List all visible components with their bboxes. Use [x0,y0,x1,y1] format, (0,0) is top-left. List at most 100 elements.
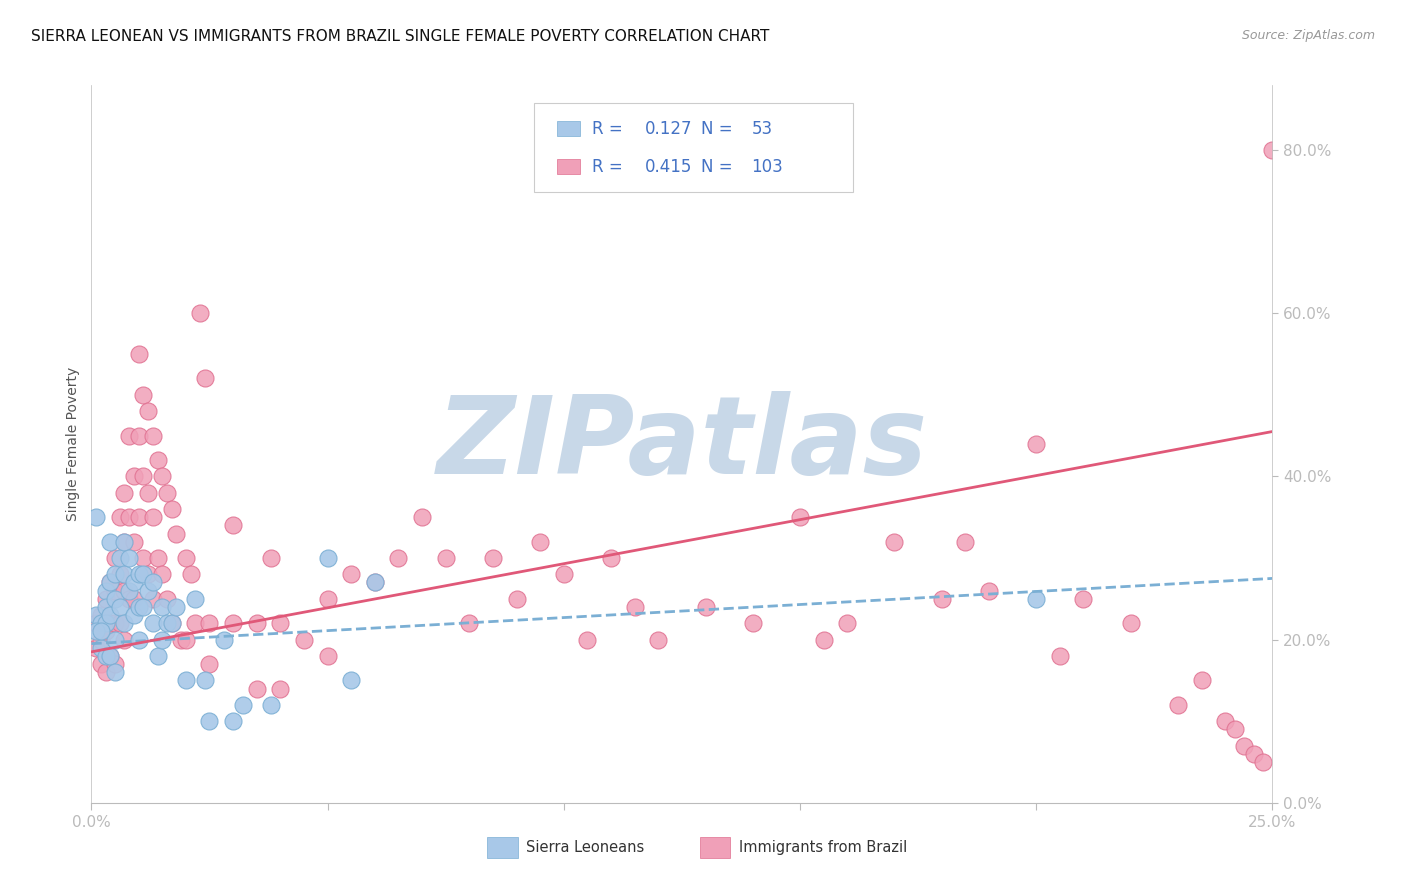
Point [142,510,165,524]
Text: 53: 53 [752,120,773,137]
Point [118,551,141,566]
Point [90,608,112,623]
Point [222,518,245,533]
Point [1025,436,1047,450]
Point [789,510,811,524]
Point [132,388,155,402]
Point [931,591,953,606]
Point [104,551,127,566]
Point [118,583,141,598]
Point [136,485,159,500]
Point [1223,723,1246,737]
Point [232,698,254,712]
Point [108,599,131,614]
Text: N =: N = [700,120,738,137]
Point [114,534,136,549]
Text: 0.127: 0.127 [645,120,693,137]
Point [1243,747,1265,761]
Point [813,632,835,647]
Point [695,599,717,614]
Point [136,404,159,418]
Point [104,583,127,598]
Point [128,567,150,582]
Point [98,648,121,663]
Point [122,591,145,606]
Point [246,681,269,696]
Point [160,502,183,516]
Point [837,616,859,631]
Point [246,616,269,631]
Point [98,575,121,590]
Point [94,665,117,680]
Text: N =: N = [700,158,738,176]
FancyBboxPatch shape [486,837,517,858]
Text: Immigrants from Brazil: Immigrants from Brazil [738,840,907,855]
Point [142,575,165,590]
Point [90,632,112,647]
Point [122,608,145,623]
Point [98,608,121,623]
Point [90,616,112,631]
Point [98,648,121,663]
FancyBboxPatch shape [557,121,581,136]
Point [269,681,291,696]
Point [1213,714,1236,729]
Text: SIERRA LEONEAN VS IMMIGRANTS FROM BRAZIL SINGLE FEMALE POVERTY CORRELATION CHART: SIERRA LEONEAN VS IMMIGRANTS FROM BRAZIL… [31,29,769,44]
Point [212,632,235,647]
Point [198,714,221,729]
Point [1261,143,1284,157]
Point [146,648,169,663]
Point [108,551,131,566]
Point [136,583,159,598]
Point [94,591,117,606]
Point [1167,698,1189,712]
Point [411,510,433,524]
Point [1025,591,1047,606]
Point [1191,673,1213,688]
Point [1073,591,1095,606]
Point [94,599,117,614]
Point [647,632,669,647]
Point [122,575,145,590]
Point [94,648,117,663]
Point [165,526,187,541]
Point [142,428,165,442]
Point [84,624,107,639]
Point [184,591,207,606]
Point [132,599,155,614]
Point [150,469,173,483]
Point [600,551,623,566]
Text: ZIPatlas: ZIPatlas [436,391,928,497]
Point [98,575,121,590]
Text: Sierra Leoneans: Sierra Leoneans [526,840,644,855]
Point [955,534,977,549]
Point [434,551,457,566]
Point [94,616,117,631]
Point [222,714,245,729]
Point [156,616,179,631]
Point [160,616,183,631]
Point [128,632,150,647]
FancyBboxPatch shape [534,103,853,193]
Point [90,657,112,671]
Point [114,616,136,631]
Point [387,551,409,566]
Point [94,624,117,639]
Point [114,485,136,500]
Text: 0.415: 0.415 [645,158,693,176]
Point [132,567,155,582]
Point [623,599,645,614]
Point [98,616,121,631]
Point [114,632,136,647]
Text: R =: R = [592,120,628,137]
Point [122,469,145,483]
Point [316,551,339,566]
Point [194,673,217,688]
Point [576,632,599,647]
Point [977,583,1000,598]
Point [84,608,107,623]
Point [340,567,363,582]
Point [340,673,363,688]
Point [132,469,155,483]
Point [104,591,127,606]
